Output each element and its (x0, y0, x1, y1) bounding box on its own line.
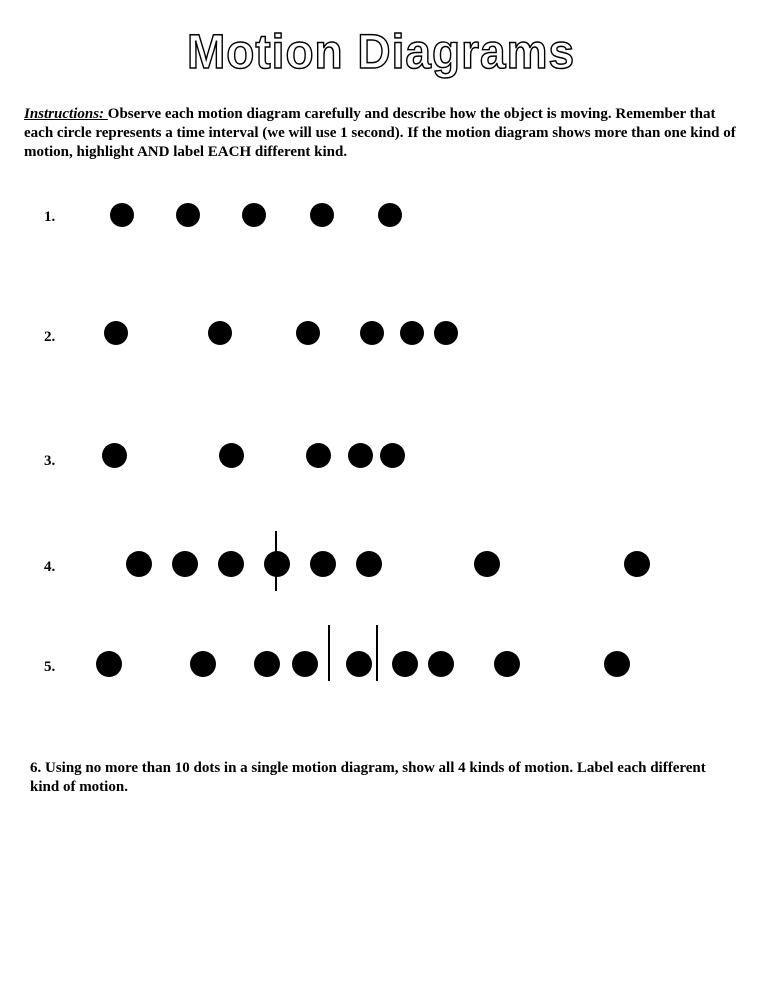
motion-dot (296, 321, 320, 345)
motion-dot (356, 551, 382, 577)
motion-dot (392, 651, 418, 677)
motion-dot (254, 651, 280, 677)
motion-dot (110, 203, 134, 227)
motion-dot (434, 321, 458, 345)
motion-dot (172, 551, 198, 577)
divider-bar (376, 625, 378, 681)
motion-dot (176, 203, 200, 227)
motion-dot (292, 651, 318, 677)
problem-number: 2. (44, 329, 55, 346)
motion-dot (306, 443, 331, 468)
motion-dot (378, 203, 402, 227)
motion-dot (310, 203, 334, 227)
problem-number: 3. (44, 453, 55, 470)
instructions-lead: Instructions: (24, 106, 108, 122)
problem-row-4: 4. (0, 539, 761, 639)
motion-dot (494, 651, 520, 677)
motion-dot (604, 651, 630, 677)
motion-dot (218, 551, 244, 577)
motion-dot (474, 551, 500, 577)
motion-dot (310, 551, 336, 577)
motion-dot (208, 321, 232, 345)
question-6: 6. Using no more than 10 dots in a singl… (0, 739, 761, 797)
problem-number: 5. (44, 659, 55, 676)
problem-number: 4. (44, 559, 55, 576)
motion-dot (219, 443, 244, 468)
instructions-block: Instructions: Observe each motion diagra… (0, 85, 761, 161)
problem-row-5: 5. (0, 639, 761, 739)
motion-dot (190, 651, 216, 677)
problem-row-3: 3. (0, 431, 761, 539)
problem-number: 1. (44, 209, 55, 226)
motion-dot (380, 443, 405, 468)
motion-dot (264, 551, 290, 577)
problems-container: 1. 2. 3. 4. 5. (0, 191, 761, 739)
problem-row-1: 1. (0, 191, 761, 311)
motion-dot (624, 551, 650, 577)
motion-dot (126, 551, 152, 577)
motion-dot (96, 651, 122, 677)
motion-dot (428, 651, 454, 677)
problem-row-2: 2. (0, 311, 761, 431)
instructions-body: Observe each motion diagram carefully an… (24, 106, 736, 160)
motion-dot (400, 321, 424, 345)
motion-dot (360, 321, 384, 345)
title-text: Motion Diagrams (186, 24, 574, 78)
title-svg: Motion Diagrams (171, 24, 591, 80)
motion-dot (104, 321, 128, 345)
divider-bar (328, 625, 330, 681)
motion-dot (102, 443, 127, 468)
motion-dot (346, 651, 372, 677)
page-title: Motion Diagrams (0, 0, 761, 85)
motion-dot (348, 443, 373, 468)
motion-dot (242, 203, 266, 227)
